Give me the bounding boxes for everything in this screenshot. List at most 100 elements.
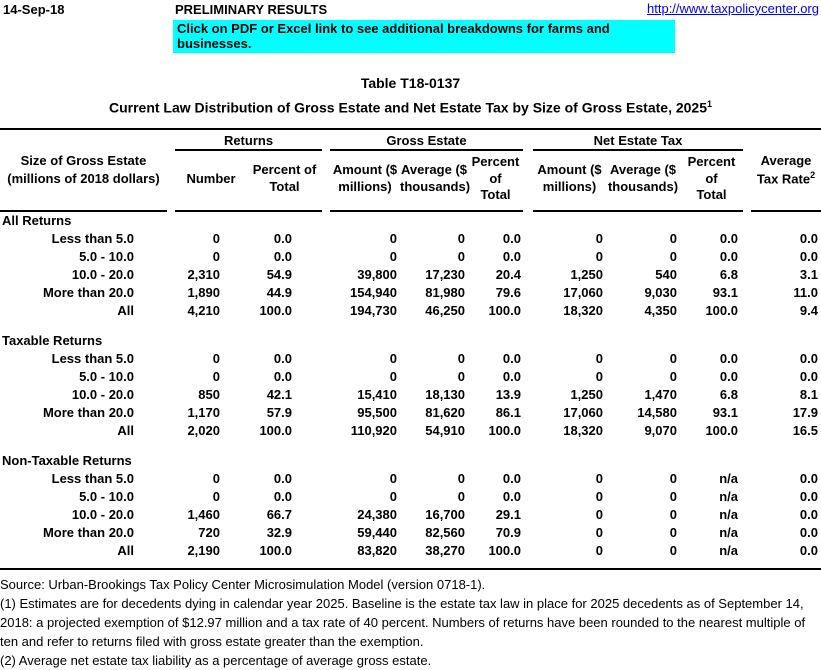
cell: 0	[457, 488, 465, 504]
cell: 0	[389, 230, 397, 246]
column-gap	[743, 541, 751, 559]
column-gap	[322, 265, 330, 283]
table-row: 5.0 - 10.0 0 0.0 0 0 0.0 0 0 n/a 0.0	[0, 487, 821, 505]
cell: 0.0	[273, 470, 292, 486]
cell: 0	[669, 230, 677, 246]
group-header-row: Size of Gross Estate (millions of 2018 d…	[0, 127, 821, 213]
column-header-number: Number	[175, 149, 247, 213]
column-gap	[523, 367, 533, 385]
cell: 16,700	[425, 506, 465, 522]
cell: 6.8	[719, 266, 738, 282]
cell: 0	[669, 542, 677, 558]
table-row: More than 20.0 1,890 44.9 154,940 81,980 79.6…	[0, 283, 821, 301]
cell: n/a	[719, 488, 738, 504]
row-label: 5.0 - 10.0	[79, 248, 134, 264]
cell: 0	[212, 350, 220, 366]
cell: 720	[198, 524, 220, 540]
column-gap	[743, 301, 751, 319]
column-gap	[523, 265, 533, 283]
column-gap	[322, 229, 330, 247]
cell: 38,270	[425, 542, 465, 558]
cell: 57.9	[266, 404, 292, 420]
cell: 540	[655, 266, 677, 282]
column-gap	[743, 385, 751, 403]
column-gap	[322, 301, 330, 319]
table-row: More than 20.0 1,170 57.9 95,500 81,620 86.1 1…	[0, 403, 821, 421]
cell: 0.0	[799, 368, 818, 384]
cell: 9,070	[644, 422, 677, 438]
cell: 0.0	[799, 470, 818, 486]
cell: 0.0	[799, 488, 818, 504]
column-gap	[322, 523, 330, 541]
table-row: All 4,210 100.0 194,730 46,250 100.0 18,320 4,3…	[0, 301, 821, 319]
cell: 0	[669, 506, 677, 522]
cell: 0.0	[799, 248, 818, 264]
column-gap	[743, 487, 751, 505]
cell: 0	[389, 248, 397, 264]
column-gap	[167, 505, 175, 523]
cell: 0.0	[502, 230, 521, 246]
table-row: 10.0 - 20.0 1,460 66.7 24,380 16,700 29.1 0 0 n/…	[0, 505, 821, 523]
column-gap	[523, 469, 533, 487]
cell: 16.5	[792, 422, 818, 438]
column-gap	[743, 283, 751, 301]
preliminary-results-label: PRELIMINARY RESULTS	[175, 2, 328, 17]
cell: 13.9	[495, 386, 521, 402]
taxpolicycenter-link[interactable]: http://www.taxpolicycenter.org	[647, 1, 819, 16]
cell: 1,170	[187, 404, 220, 420]
column-gap	[743, 229, 751, 247]
column-gap	[167, 301, 175, 319]
cell: n/a	[719, 470, 738, 486]
column-header-net-average: Average ($ thousands)	[606, 149, 680, 213]
cell: 59,440	[357, 524, 397, 540]
average-tax-rate-header: Average Tax Rate2	[751, 127, 821, 213]
cell: n/a	[719, 524, 738, 540]
cell: 0	[457, 230, 465, 246]
row-label: 10.0 - 20.0	[71, 386, 134, 402]
cell: 1,470	[644, 386, 677, 402]
cell: 0.0	[502, 248, 521, 264]
title-superscript: 1	[707, 99, 713, 109]
cell: 14,580	[637, 404, 677, 420]
cell: 0	[595, 368, 603, 384]
section-header-row: Non-Taxable Returns	[0, 451, 821, 469]
cell: 100.0	[705, 302, 738, 318]
title-block: Table T18-0137 Current Law Distribution …	[0, 75, 821, 116]
cell: 0	[212, 368, 220, 384]
column-gap	[167, 523, 175, 541]
cell: 32.9	[266, 524, 292, 540]
cell: 2,310	[187, 266, 220, 282]
cell: 20.4	[495, 266, 521, 282]
cell: 0	[595, 248, 603, 264]
cell: 100.0	[488, 422, 521, 438]
group-header-gross-estate: Gross Estate	[330, 127, 523, 151]
section-title: Non-Taxable Returns	[2, 452, 132, 468]
cell: 2,020	[187, 422, 220, 438]
column-gap	[743, 421, 751, 439]
cell: 0	[595, 350, 603, 366]
section-header-row: All Returns	[0, 211, 821, 229]
row-label: All	[117, 302, 134, 318]
column-gap	[167, 469, 175, 487]
cell: 95,500	[357, 404, 397, 420]
cell: 0	[212, 470, 220, 486]
cell: 83,820	[357, 542, 397, 558]
column-gap	[523, 421, 533, 439]
cell: 1,250	[570, 266, 603, 282]
column-gap	[523, 403, 533, 421]
column-gap	[322, 385, 330, 403]
cell: 44.9	[266, 284, 292, 300]
column-gap	[167, 265, 175, 283]
column-gap	[167, 229, 175, 247]
table-row: Less than 5.0 0 0.0 0 0 0.0 0 0 0.0 0.0	[0, 349, 821, 367]
cell: 18,320	[563, 422, 603, 438]
column-header-ge-amount: Amount ($ millions)	[330, 149, 400, 213]
cell: 0.0	[799, 350, 818, 366]
table-row: 10.0 - 20.0 850 42.1 15,410 18,130 13.9 1,250 1…	[0, 385, 821, 403]
column-gap	[743, 403, 751, 421]
column-gap	[167, 385, 175, 403]
cell: 93.1	[712, 284, 738, 300]
cell: 0	[457, 248, 465, 264]
column-gap	[167, 421, 175, 439]
column-gap	[523, 229, 533, 247]
